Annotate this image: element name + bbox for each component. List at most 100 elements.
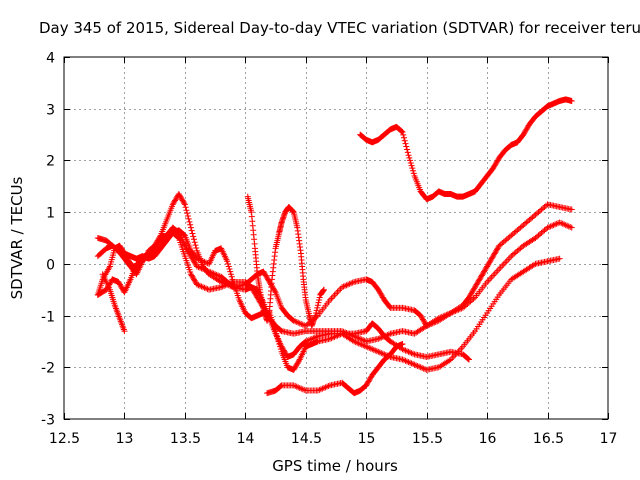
x-tick-label: 16 (479, 431, 497, 447)
data-point (568, 206, 575, 213)
data-point (290, 208, 297, 215)
data-point (401, 134, 407, 141)
x-tick-label: 12.5 (49, 431, 80, 447)
data-point (225, 263, 232, 270)
x-tick-label: 17 (600, 431, 618, 447)
data-point (224, 260, 231, 267)
series-arc-7 (264, 341, 406, 397)
data-point (184, 210, 191, 217)
chart-title: Day 345 of 2015, Sidereal Day-to-day VTE… (39, 19, 640, 37)
data-point (568, 97, 575, 104)
y-tick-label: -3 (41, 413, 55, 429)
data-point (289, 207, 296, 214)
data-point (405, 152, 412, 159)
data-point (274, 335, 281, 342)
x-tick-label: 15 (358, 431, 376, 447)
data-point (185, 215, 192, 222)
data-point (402, 140, 409, 147)
data-point (275, 338, 282, 345)
data-point (313, 309, 320, 316)
data-markers (94, 96, 575, 397)
data-point (314, 302, 321, 309)
data-point (465, 355, 472, 362)
data-point (465, 356, 472, 363)
data-point (556, 255, 563, 262)
data-point (406, 154, 413, 161)
data-point (399, 341, 406, 348)
x-tick-label: 13.5 (170, 431, 201, 447)
data-point (190, 233, 197, 240)
data-point (181, 201, 188, 208)
series-arc-8 (357, 96, 575, 203)
y-tick-label: 4 (46, 51, 55, 67)
data-point (277, 346, 284, 353)
series-arc-6 (99, 271, 128, 335)
data-point (316, 294, 323, 301)
data-point (410, 167, 417, 174)
data-point (227, 268, 234, 275)
data-point (187, 221, 194, 228)
y-axis: -3 -2 -1 0 1 2 3 4 (41, 51, 608, 429)
data-point (313, 307, 320, 314)
data-point (320, 286, 327, 293)
data-point (187, 224, 194, 231)
data-point (191, 239, 198, 246)
y-tick-label: 1 (46, 206, 55, 222)
series-arc-5 (244, 193, 327, 329)
data-point (408, 162, 415, 169)
data-point (184, 213, 191, 220)
data-point (182, 204, 189, 211)
grid-lines (64, 57, 608, 419)
x-tick-label: 14 (237, 431, 255, 447)
x-tick-label: 13 (116, 431, 134, 447)
x-tick-label: 16.5 (533, 431, 564, 447)
data-point (403, 143, 410, 150)
data-point (398, 128, 405, 135)
data-point (183, 207, 190, 214)
y-tick-label: -2 (41, 361, 55, 377)
y-tick-label: 0 (46, 258, 55, 274)
data-point (192, 242, 199, 249)
data-point (277, 343, 284, 350)
data-point (226, 266, 233, 273)
data-point (227, 271, 234, 278)
data-point (276, 341, 283, 348)
data-point (121, 328, 128, 335)
data-point (404, 149, 411, 156)
series-arc-4 (94, 219, 575, 329)
data-point (399, 128, 406, 135)
data-point (273, 330, 280, 337)
data-point (407, 157, 414, 164)
y-tick-label: 2 (46, 154, 55, 170)
data-point (229, 276, 236, 283)
y-axis-label: SDTVAR / TECUs (8, 176, 26, 299)
data-point (401, 137, 408, 144)
data-point (190, 236, 197, 243)
data-point (228, 273, 235, 280)
data-point (400, 131, 407, 138)
data-point (407, 160, 414, 167)
y-tick-label: 3 (46, 103, 55, 119)
data-point (189, 230, 196, 237)
x-tick-label: 15.5 (412, 431, 443, 447)
data-point (409, 165, 416, 172)
data-point (224, 258, 231, 265)
x-axis: 12.5 13 13.5 14 14.5 15 15.5 16 16.5 17 (49, 57, 618, 447)
y-tick-label: -1 (41, 310, 55, 326)
data-point (186, 218, 193, 225)
plot-frame (63, 56, 609, 420)
x-tick-label: 14.5 (291, 431, 322, 447)
data-point (312, 312, 319, 319)
data-point (315, 299, 322, 306)
x-axis-label: GPS time / hours (272, 457, 398, 475)
data-point (181, 200, 188, 207)
data-point (188, 227, 195, 234)
data-point (404, 146, 411, 153)
data-point (193, 245, 200, 252)
data-point (274, 333, 281, 340)
data-point (314, 304, 321, 311)
data-point (316, 297, 323, 304)
data-point (272, 328, 279, 335)
